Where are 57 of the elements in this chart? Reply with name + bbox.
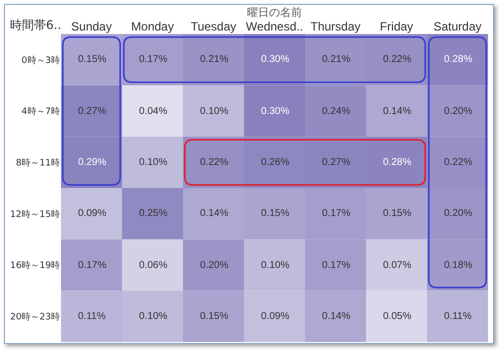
data-label: 0.24% (322, 106, 350, 117)
data-label: 0.20% (200, 260, 228, 271)
data-label: 0.26% (261, 157, 290, 168)
data-label: 0.20% (444, 208, 472, 219)
data-label: 0.11% (78, 311, 106, 322)
data-label: 0.17% (78, 260, 106, 271)
x-axis-title: 曜日の名前 (247, 6, 302, 20)
data-label: 0.18% (444, 260, 472, 271)
y-tick-label: 8時～11時 (16, 157, 60, 168)
y-tick-label: 0時～3時 (22, 54, 60, 66)
data-label: 0.22% (200, 157, 228, 168)
y-axis-title: 時間帯6.. (10, 18, 62, 32)
data-label: 0.28% (444, 54, 472, 65)
data-label: 0.14% (200, 208, 228, 219)
data-label: 0.17% (322, 260, 350, 271)
data-label: 0.10% (139, 311, 168, 322)
data-label: 0.17% (139, 54, 168, 65)
x-tick-label: Friday (380, 20, 414, 34)
data-label: 0.11% (444, 311, 472, 322)
y-tick-label: 16時～19時 (10, 260, 60, 272)
data-label: 0.20% (444, 106, 472, 117)
data-label: 0.22% (383, 54, 412, 65)
data-label: 0.21% (200, 54, 228, 65)
x-tick-label: Tuesday (190, 20, 236, 34)
data-label: 0.09% (78, 208, 106, 219)
data-label: 0.06% (139, 260, 168, 271)
data-label: 0.29% (78, 157, 106, 168)
data-label: 0.14% (322, 311, 350, 322)
data-label: 0.14% (383, 106, 412, 117)
data-label: 0.15% (200, 311, 228, 322)
data-label: 0.15% (261, 208, 290, 219)
y-tick-label: 20時～23時 (10, 311, 60, 322)
x-tick-label: Sunday (71, 20, 112, 34)
data-label: 0.07% (383, 260, 412, 271)
data-label: 0.15% (78, 54, 106, 65)
data-label: 0.10% (261, 260, 290, 271)
y-tick-label: 4時～7時 (22, 106, 60, 118)
data-label: 0.17% (322, 208, 350, 219)
x-tick-label: Wednesd.. (246, 20, 304, 34)
data-label: 0.27% (78, 106, 106, 117)
data-label: 0.15% (383, 208, 412, 219)
data-label: 0.22% (444, 157, 472, 168)
data-label: 0.30% (261, 106, 290, 117)
data-label: 0.30% (261, 54, 290, 65)
data-label: 0.27% (322, 157, 350, 168)
data-label: 0.10% (139, 157, 168, 168)
data-label: 0.09% (261, 311, 290, 322)
data-label: 0.28% (383, 157, 412, 168)
data-label: 0.21% (322, 54, 350, 65)
y-tick-label: 12時～15時 (10, 208, 60, 220)
x-tick-label: Thursday (310, 20, 361, 34)
data-label: 0.04% (139, 106, 168, 117)
data-label: 0.05% (383, 311, 412, 322)
data-label: 0.25% (139, 208, 168, 219)
x-tick-label: Saturday (433, 20, 482, 34)
x-tick-label: Monday (131, 20, 174, 34)
data-label: 0.10% (200, 106, 228, 117)
